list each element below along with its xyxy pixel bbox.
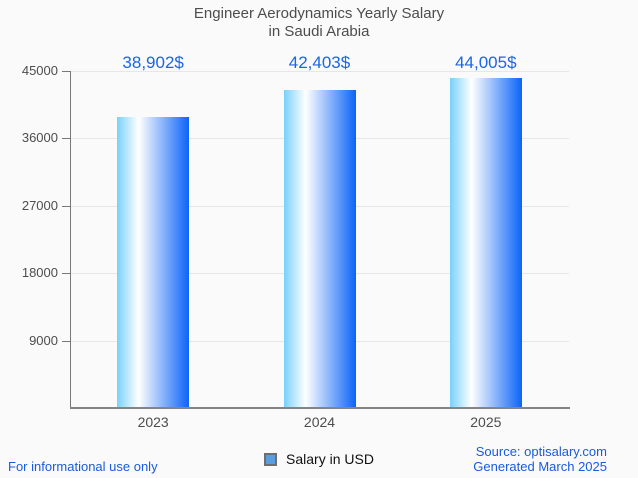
bar-2024: [283, 90, 356, 408]
chart-title-line2: in Saudi Arabia: [268, 23, 370, 40]
x-axis-label-2023: 2023: [137, 414, 169, 430]
y-tick-label: 18000: [21, 265, 58, 281]
bar-value-label: 44,005$: [455, 53, 517, 72]
y-tick-label: 27000: [21, 197, 58, 213]
chart-title: Engineer Aerodynamics Yearly Salary in S…: [0, 5, 638, 41]
y-axis-line: [70, 71, 71, 408]
legend-swatch-icon: [264, 452, 278, 466]
y-tick-label: 36000: [21, 130, 58, 146]
bar-2025: [449, 78, 522, 408]
legend: Salary in USD: [0, 451, 638, 471]
legend-label: Salary in USD: [286, 451, 374, 467]
y-tick-label: 45000: [21, 63, 58, 78]
generated-date: Generated March 2025: [473, 459, 607, 474]
y-tick-label: 9000: [29, 332, 58, 348]
source-credit: Source: optisalary.com Generated March 2…: [473, 444, 607, 474]
y-tick-9000: [62, 340, 70, 342]
disclaimer-text: For informational use only: [8, 459, 158, 474]
y-tick-27000: [62, 205, 70, 207]
chart-title-line1: Engineer Aerodynamics Yearly Salary: [193, 5, 445, 22]
gridline-45000: [70, 71, 569, 72]
plot-area: [70, 71, 569, 408]
bar-2023: [117, 117, 190, 408]
y-tick-36000: [62, 138, 70, 140]
y-tick-18000: [62, 273, 70, 275]
bar-value-label: 42,403$: [288, 53, 351, 72]
source-link[interactable]: Source: optisalary.com: [475, 444, 607, 459]
x-axis-label-2025: 2025: [470, 414, 502, 430]
x-axis-line: [70, 407, 570, 409]
x-axis-label-2024: 2024: [303, 414, 336, 430]
y-tick-45000: [62, 71, 70, 72]
bar-value-label: 38,902$: [122, 53, 184, 72]
